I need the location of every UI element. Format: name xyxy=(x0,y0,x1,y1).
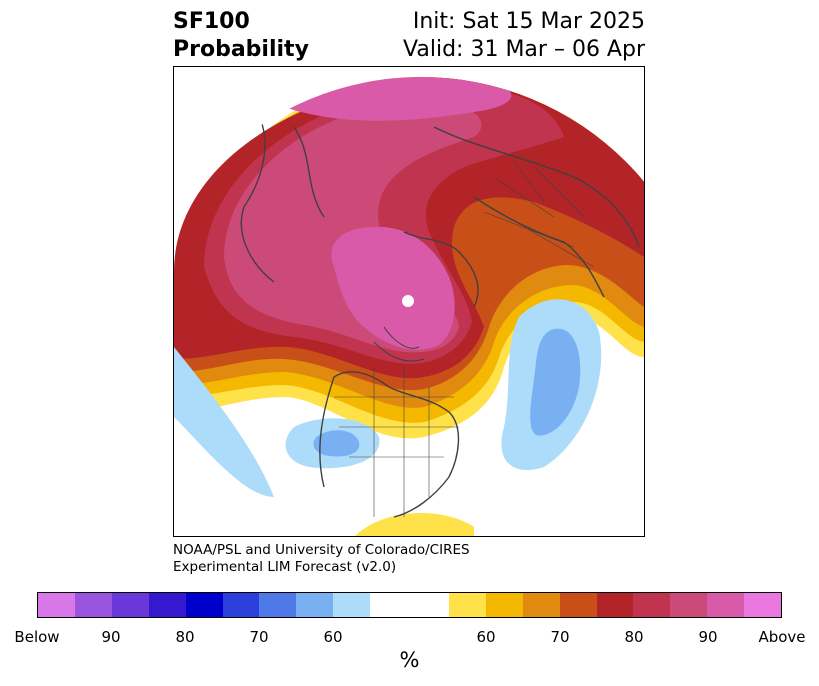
above-95-region-arctic xyxy=(331,226,455,350)
colorbar-tick-7: 80 xyxy=(624,628,644,646)
colorbar-segment-below-6 xyxy=(259,593,297,617)
title-line-1: SF100 xyxy=(173,9,250,34)
colorbar-segment-above-6 xyxy=(670,593,708,617)
credit-line-2: Experimental LIM Forecast (v2.0) xyxy=(173,559,397,575)
coastline-eurasia xyxy=(433,126,640,298)
coastline-islands xyxy=(373,326,425,362)
init-date: Init: Sat 15 Mar 2025 xyxy=(412,9,645,34)
colorbar-segment-below-4 xyxy=(185,593,223,617)
colorbar-tick-0: Below xyxy=(14,628,60,646)
map-svg xyxy=(174,77,644,536)
credit-text: NOAA/PSL and University of Colorado/CIRE… xyxy=(173,542,470,576)
colorbar-segment-above-0 xyxy=(448,593,486,617)
below-65-region-atlantic xyxy=(530,328,581,436)
north-pole-gap xyxy=(402,295,414,307)
country-borders xyxy=(483,161,595,268)
colorbar-tick-labels: Below 90 80 70 60 60 70 80 90 Above xyxy=(0,628,819,648)
colorbar-tick-9: Above xyxy=(758,628,806,646)
colorbar-segment-above-7 xyxy=(707,593,745,617)
coastline-north-america xyxy=(319,371,460,518)
colorbar-segment-neutral xyxy=(370,593,449,617)
colorbar-segment-above-4 xyxy=(596,593,634,617)
colorbar-segment-below-0 xyxy=(38,593,75,617)
colorbar-segment-above-2 xyxy=(522,593,560,617)
colorbar-segment-below-7 xyxy=(296,593,334,617)
title-line-2: Probability xyxy=(173,37,309,62)
colorbar-segment-below-1 xyxy=(74,593,112,617)
colorbar-segment-above-3 xyxy=(559,593,597,617)
above-60-region-south xyxy=(354,513,474,536)
colorbar-segment-below-8 xyxy=(333,593,371,617)
colorbar-segment-above-8 xyxy=(744,593,782,617)
colorbar-tick-4: 60 xyxy=(323,628,343,646)
credit-line-1: NOAA/PSL and University of Colorado/CIRE… xyxy=(173,542,470,558)
state-borders xyxy=(334,367,459,517)
map-title: SF100 Probability xyxy=(173,8,309,64)
colorbar-segment-above-5 xyxy=(633,593,671,617)
below-65-region-west xyxy=(313,430,360,457)
below-60-region-pacific xyxy=(174,347,274,497)
valid-date: Valid: 31 Mar – 06 Apr xyxy=(403,37,645,62)
colorbar-tick-2: 80 xyxy=(175,628,195,646)
forecast-dates: Init: Sat 15 Mar 2025 Valid: 31 Mar – 06… xyxy=(300,8,645,64)
probability-fields xyxy=(174,77,644,536)
colorbar-unit: % xyxy=(399,648,420,672)
colorbar-tick-8: 90 xyxy=(698,628,718,646)
colorbar-segment-below-3 xyxy=(148,593,186,617)
colorbar-tick-6: 70 xyxy=(550,628,570,646)
probability-colorbar xyxy=(37,592,782,618)
colorbar-segment-below-5 xyxy=(222,593,260,617)
forecast-map xyxy=(173,66,645,537)
coastline-arctic xyxy=(240,106,479,308)
colorbar-tick-5: 60 xyxy=(476,628,496,646)
colorbar-segment-above-1 xyxy=(485,593,523,617)
colorbar-tick-1: 90 xyxy=(101,628,121,646)
colorbar-tick-3: 70 xyxy=(249,628,269,646)
colorbar-segment-below-2 xyxy=(111,593,149,617)
